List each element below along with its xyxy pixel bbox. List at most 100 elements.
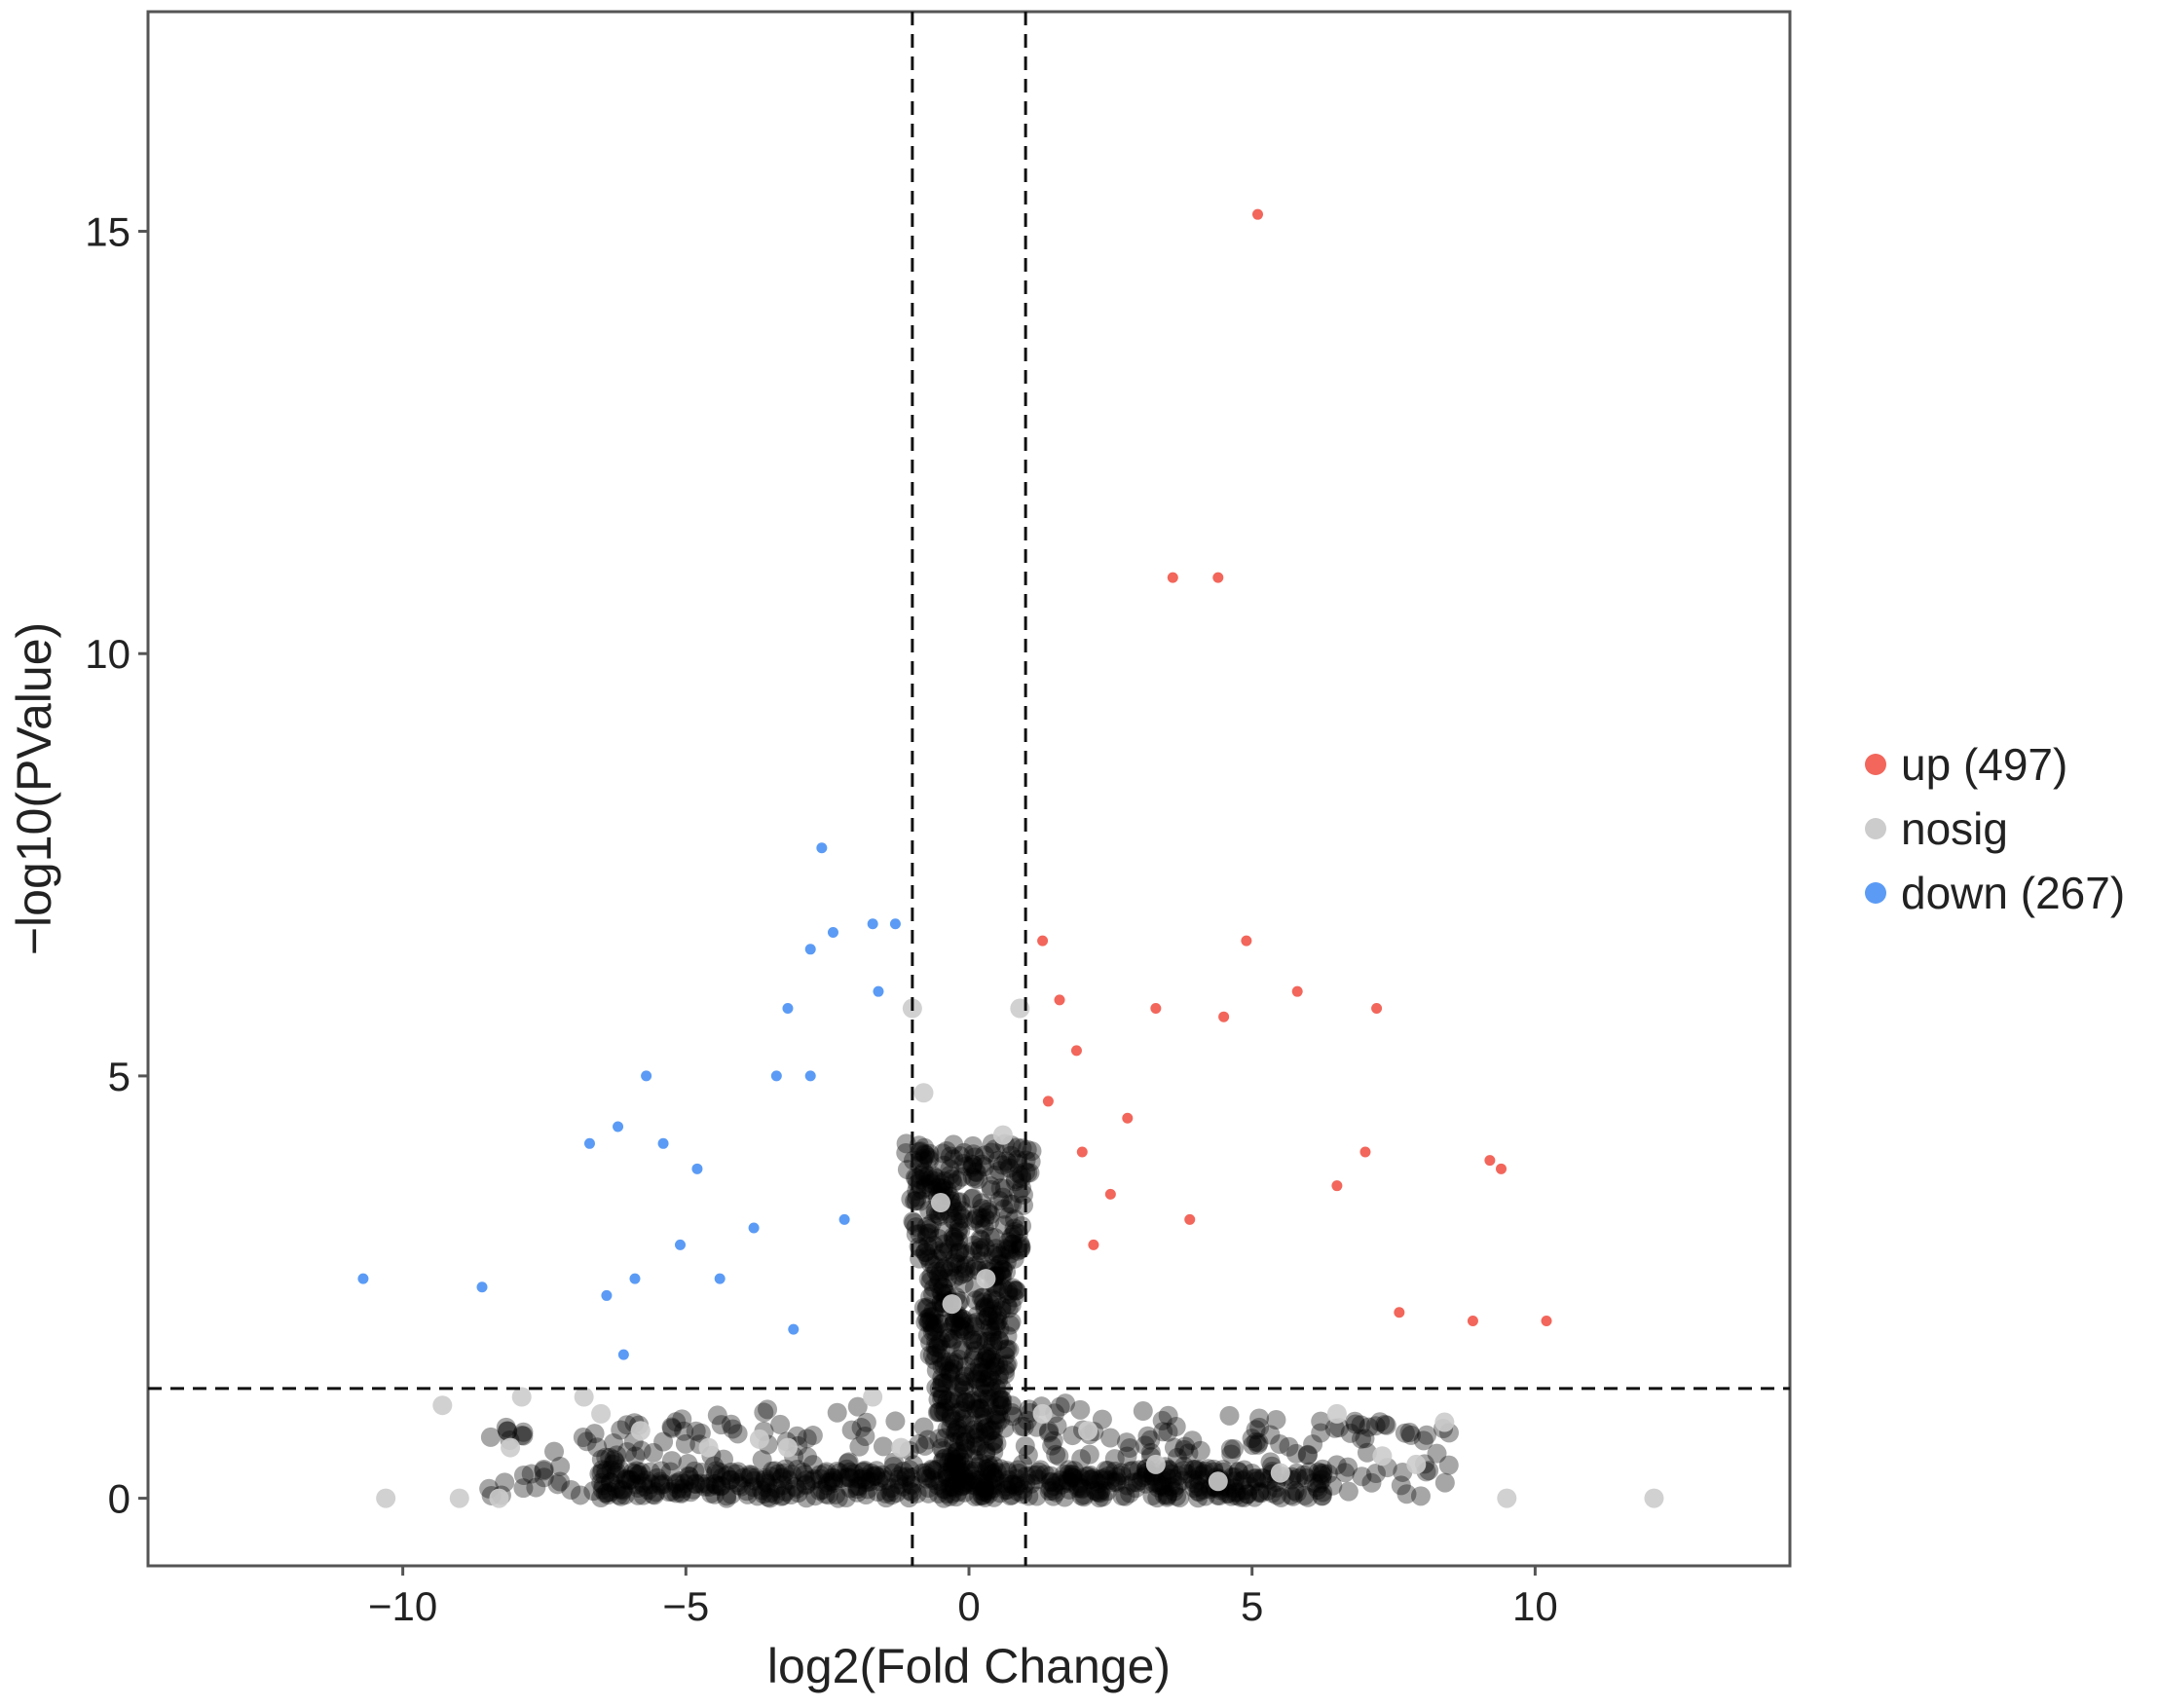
nosig-cloud-point	[1152, 1470, 1173, 1491]
nosig-cloud-point	[1247, 1471, 1267, 1492]
nosig-cloud-point	[1129, 1460, 1149, 1480]
nosig-cloud-point	[772, 1467, 793, 1487]
nosig-cloud-point	[933, 1244, 953, 1264]
nosig-cloud-point	[741, 1465, 762, 1485]
nosig-cloud-point	[643, 1442, 663, 1463]
nosig-cloud-point	[933, 1479, 953, 1500]
nosig-cloud-point	[955, 1390, 976, 1410]
nosig-cloud-point	[924, 1278, 945, 1298]
nosig-cloud-point	[1249, 1481, 1270, 1502]
nosig-cloud-point	[1058, 1470, 1078, 1491]
nosig-cloud-point	[647, 1467, 667, 1488]
nosig-cloud-point	[601, 1472, 621, 1493]
nosig-cloud-point	[995, 1339, 1016, 1359]
nosig-cloud-point	[939, 1452, 959, 1472]
nosig-cloud-point	[1111, 1463, 1132, 1483]
nosig-cloud-point	[963, 1350, 984, 1370]
nosig-point	[574, 1387, 594, 1407]
nosig-cloud-point	[1001, 1395, 1022, 1416]
nosig-cloud-point	[1008, 1481, 1028, 1502]
nosig-cloud-point	[996, 1262, 1017, 1282]
y-tick-label: 10	[85, 631, 130, 677]
nosig-cloud-point	[1153, 1422, 1173, 1442]
nosig-cloud-point	[942, 1169, 962, 1189]
nosig-cloud-point	[626, 1461, 647, 1481]
nosig-cloud-point	[999, 1340, 1020, 1360]
nosig-cloud-point	[945, 1211, 965, 1232]
nosig-cloud-point	[856, 1485, 876, 1505]
nosig-point	[777, 1437, 798, 1458]
nosig-cloud-point	[591, 1488, 612, 1508]
nosig-cloud-point	[933, 1242, 953, 1262]
nosig-cloud-point	[726, 1464, 746, 1484]
nosig-cloud-point	[986, 1243, 1007, 1263]
nosig-cloud-point	[665, 1474, 686, 1495]
nosig-cloud-point	[706, 1461, 726, 1481]
nosig-cloud-point	[965, 1461, 986, 1481]
nosig-cloud-point	[935, 1170, 955, 1191]
nosig-cloud-point	[963, 1155, 984, 1175]
nosig-cloud-point	[1220, 1438, 1241, 1459]
nosig-cloud-point	[1340, 1423, 1360, 1443]
nosig-cloud-point	[1080, 1469, 1100, 1490]
nosig-cloud-point	[922, 1317, 943, 1337]
nosig-cloud-point	[946, 1487, 966, 1507]
nosig-cloud-point	[1326, 1455, 1347, 1475]
nosig-cloud-point	[605, 1452, 625, 1472]
nosig-cloud-point	[1007, 1468, 1027, 1489]
nosig-cloud-point	[1173, 1439, 1194, 1460]
nosig-cloud-point	[797, 1488, 817, 1508]
nosig-cloud-point	[932, 1367, 952, 1388]
nosig-cloud-point	[999, 1158, 1020, 1178]
nosig-cloud-point	[660, 1462, 681, 1482]
nosig-cloud-point	[866, 1466, 886, 1486]
nosig-cloud-point	[965, 1341, 986, 1361]
nosig-cloud-point	[1427, 1443, 1447, 1464]
nosig-cloud-point	[955, 1431, 976, 1452]
nosig-cloud-point	[1335, 1463, 1356, 1483]
nosig-cloud-point	[962, 1167, 983, 1187]
nosig-cloud-point	[972, 1362, 992, 1383]
nosig-cloud-point	[802, 1455, 823, 1475]
nosig-cloud-point	[1175, 1436, 1196, 1457]
nosig-cloud-point	[983, 1478, 1003, 1499]
up-point	[1291, 985, 1303, 997]
nosig-cloud-point	[984, 1456, 1004, 1476]
nosig-cloud-point	[1002, 1278, 1023, 1298]
nosig-cloud-point	[1297, 1445, 1318, 1466]
nosig-cloud-point	[1007, 1137, 1027, 1158]
legend-down-label: down (267)	[1901, 868, 2125, 918]
nosig-cloud-point	[937, 1269, 957, 1289]
nosig-cloud-point	[1072, 1479, 1093, 1500]
nosig-cloud-point	[942, 1455, 962, 1475]
nosig-cloud-point	[685, 1473, 705, 1494]
nosig-cloud-point	[856, 1472, 876, 1493]
nosig-cloud-point	[1080, 1465, 1100, 1485]
nosig-cloud-point	[1054, 1464, 1074, 1484]
nosig-cloud-point	[1079, 1444, 1099, 1465]
nosig-cloud-point	[1050, 1396, 1070, 1417]
nosig-cloud-point	[613, 1480, 633, 1501]
nosig-cloud-point	[1062, 1467, 1083, 1488]
up-point	[1218, 1011, 1230, 1022]
down-point	[641, 1070, 652, 1082]
nosig-cloud-point	[937, 1419, 957, 1439]
nosig-cloud-point	[965, 1162, 986, 1182]
nosig-cloud-point	[970, 1229, 990, 1249]
nosig-cloud-point	[916, 1468, 937, 1489]
nosig-cloud-point	[760, 1488, 780, 1508]
nosig-cloud-point	[936, 1448, 956, 1468]
nosig-cloud-point	[914, 1167, 935, 1187]
nosig-cloud-point	[1338, 1481, 1359, 1502]
nosig-cloud-point	[944, 1149, 964, 1170]
nosig-cloud-point	[991, 1296, 1012, 1317]
nosig-cloud-point	[974, 1482, 994, 1503]
nosig-cloud-point	[712, 1467, 732, 1488]
nosig-cloud-point	[945, 1232, 965, 1252]
nosig-cloud-point	[922, 1460, 943, 1480]
nosig-cloud-point	[628, 1485, 649, 1505]
nosig-cloud-point	[816, 1462, 837, 1482]
nosig-cloud-point	[705, 1464, 726, 1484]
down-point	[889, 918, 901, 930]
